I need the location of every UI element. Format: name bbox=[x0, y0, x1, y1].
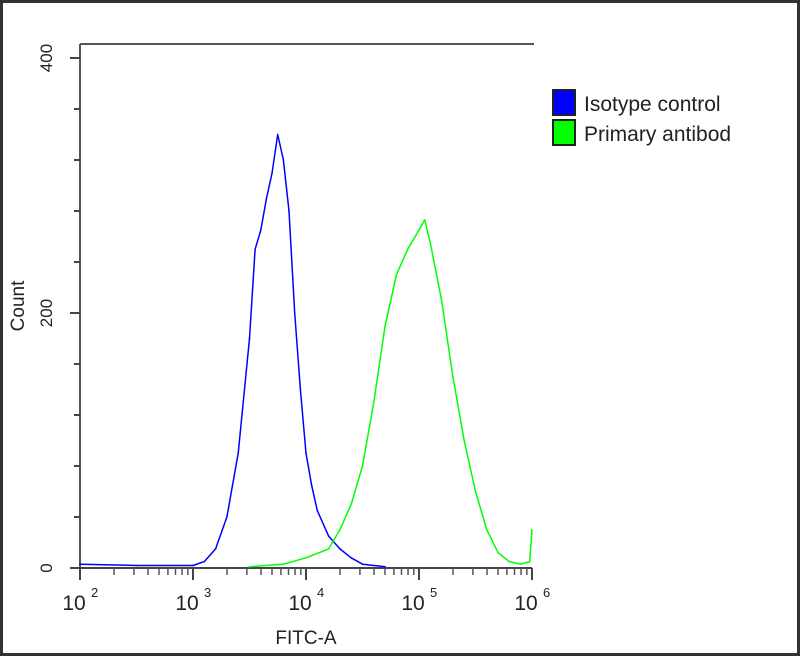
series-point-1 bbox=[486, 528, 488, 531]
series-point-0 bbox=[293, 312, 296, 314]
y-tick-label: 200 bbox=[37, 299, 56, 327]
series-point-0 bbox=[282, 159, 285, 161]
legend-swatch bbox=[552, 89, 576, 116]
series-point-1 bbox=[339, 528, 341, 531]
series-point-1 bbox=[423, 219, 426, 221]
series-point-0 bbox=[79, 563, 81, 565]
series-line-0 bbox=[79, 133, 386, 568]
series-point-0 bbox=[288, 210, 290, 212]
x-tick-label: 10 bbox=[62, 592, 85, 615]
series-point-0 bbox=[192, 564, 194, 567]
series-point-0 bbox=[384, 565, 386, 568]
series-point-0 bbox=[271, 171, 273, 174]
legend-label: Primary antibod bbox=[584, 123, 731, 146]
x-tick-exponent: 4 bbox=[317, 585, 324, 600]
series-point-1 bbox=[531, 528, 533, 531]
x-tick-label: 10 bbox=[514, 592, 537, 615]
x-tick-label: 10 bbox=[175, 592, 198, 615]
series-point-1 bbox=[418, 229, 420, 231]
x-tick-exponent: 5 bbox=[430, 585, 437, 600]
series-point-0 bbox=[339, 548, 341, 550]
x-tick-label: 10 bbox=[401, 592, 424, 615]
y-tick-label: 0 bbox=[37, 563, 56, 572]
series-point-0 bbox=[310, 484, 313, 486]
series-point-1 bbox=[248, 565, 251, 568]
plot-lines bbox=[79, 133, 533, 568]
series-point-1 bbox=[395, 273, 398, 276]
series-point-0 bbox=[259, 229, 262, 231]
series-point-1 bbox=[452, 375, 454, 378]
series-point-1 bbox=[327, 548, 330, 550]
legend: Isotype control Primary antibod bbox=[552, 89, 731, 146]
series-point-1 bbox=[305, 557, 307, 559]
series-point-1 bbox=[282, 563, 285, 565]
series-point-0 bbox=[135, 564, 138, 567]
series-point-0 bbox=[305, 452, 307, 455]
series-point-0 bbox=[203, 560, 206, 563]
series-line-1 bbox=[249, 219, 533, 568]
series-point-1 bbox=[384, 324, 386, 327]
series-point-0 bbox=[350, 557, 353, 559]
series-point-1 bbox=[440, 299, 443, 302]
series-point-0 bbox=[276, 133, 279, 136]
series-point-1 bbox=[508, 560, 511, 563]
series-point-1 bbox=[463, 439, 466, 442]
series-point-1 bbox=[497, 551, 499, 554]
legend-label: Isotype control bbox=[584, 93, 721, 116]
x-tick-label: 10 bbox=[288, 592, 311, 615]
series-point-1 bbox=[406, 248, 409, 251]
x-tick-exponent: 2 bbox=[91, 585, 98, 600]
x-tick-exponent: 3 bbox=[204, 585, 211, 600]
series-point-1 bbox=[373, 401, 375, 404]
series-point-1 bbox=[350, 503, 353, 506]
legend-swatch bbox=[552, 119, 576, 146]
series-point-1 bbox=[474, 490, 477, 493]
series-point-1 bbox=[519, 563, 522, 565]
x-tick-exponent: 6 bbox=[543, 585, 550, 600]
series-point-1 bbox=[361, 465, 364, 467]
y-axis-label: Count bbox=[8, 280, 29, 331]
series-point-0 bbox=[254, 248, 256, 251]
series-point-0 bbox=[316, 509, 319, 512]
series-point-1 bbox=[528, 560, 531, 563]
series-point-0 bbox=[226, 516, 228, 518]
series-point-0 bbox=[237, 452, 240, 455]
series-point-1 bbox=[429, 242, 432, 244]
y-tick-label: 400 bbox=[37, 44, 56, 72]
series-point-0 bbox=[361, 563, 364, 565]
series-point-0 bbox=[299, 388, 302, 391]
x-axis-label: FITC-A bbox=[275, 628, 337, 649]
series-point-0 bbox=[327, 535, 330, 537]
series-point-0 bbox=[265, 197, 268, 200]
series-point-0 bbox=[214, 548, 217, 550]
axes: 0 200 400 10 2 10 3 10 4 10 5 10 6 bbox=[37, 43, 550, 615]
series-point-0 bbox=[248, 337, 251, 340]
